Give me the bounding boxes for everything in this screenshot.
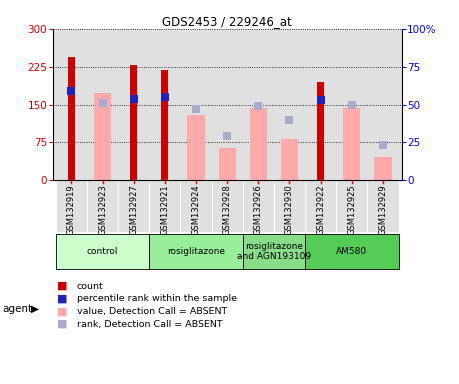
Bar (375, 157, 392, 180)
Text: AM580: AM580 (336, 247, 367, 256)
Text: GSM132925: GSM132925 (347, 184, 356, 235)
Bar (343, 108, 360, 180)
Bar (149, 180, 180, 232)
Bar (187, 115, 205, 180)
Text: rosiglitazone
and AGN193109: rosiglitazone and AGN193109 (237, 242, 311, 261)
Point (68, 88, 75, 94)
Point (161, 94, 168, 100)
Point (130, 96, 137, 102)
Bar (162, 70, 168, 180)
Text: ▶: ▶ (31, 304, 39, 314)
Point (255, 103, 262, 109)
Point (192, 106, 200, 112)
Bar (212, 180, 243, 232)
Text: rosiglitazone: rosiglitazone (167, 247, 225, 256)
Point (286, 117, 293, 123)
Point (317, 97, 325, 103)
Bar (243, 180, 274, 232)
Text: GSM132921: GSM132921 (160, 184, 169, 235)
Bar (180, 180, 212, 232)
Text: GSM132928: GSM132928 (223, 184, 232, 235)
Text: rank, Detection Call = ABSENT: rank, Detection Call = ABSENT (77, 319, 222, 329)
Point (99, 100, 106, 106)
Bar (56, 234, 149, 269)
Text: GSM132930: GSM132930 (285, 184, 294, 235)
Bar (130, 65, 137, 180)
Bar (317, 82, 324, 180)
Text: ■: ■ (57, 319, 68, 329)
Text: GSM132919: GSM132919 (67, 184, 76, 235)
Bar (305, 180, 336, 232)
Bar (243, 234, 305, 269)
Point (379, 142, 386, 149)
Text: GSM132923: GSM132923 (98, 184, 107, 235)
Text: GSM132924: GSM132924 (191, 184, 201, 235)
Text: count: count (77, 281, 103, 291)
Text: ■: ■ (57, 306, 68, 316)
Bar (367, 180, 398, 232)
Bar (87, 180, 118, 232)
Bar (149, 234, 243, 269)
Bar (94, 93, 111, 180)
Text: ■: ■ (57, 294, 68, 304)
Bar (336, 180, 367, 232)
Bar (305, 234, 398, 269)
Bar (56, 180, 87, 232)
Bar (250, 108, 267, 180)
Text: GSM132929: GSM132929 (378, 184, 387, 235)
Point (348, 101, 355, 108)
Point (224, 133, 231, 139)
Text: control: control (87, 247, 118, 256)
Text: agent: agent (2, 304, 33, 314)
Text: ■: ■ (57, 281, 68, 291)
Bar (118, 180, 149, 232)
Text: GSM132922: GSM132922 (316, 184, 325, 235)
Title: GDS2453 / 229246_at: GDS2453 / 229246_at (162, 15, 292, 28)
Bar (68, 56, 75, 180)
Text: GSM132927: GSM132927 (129, 184, 138, 235)
Bar (218, 147, 236, 180)
Text: value, Detection Call = ABSENT: value, Detection Call = ABSENT (77, 307, 227, 316)
Text: percentile rank within the sample: percentile rank within the sample (77, 294, 237, 303)
Text: GSM132926: GSM132926 (254, 184, 263, 235)
Bar (274, 180, 305, 232)
Bar (281, 139, 298, 180)
